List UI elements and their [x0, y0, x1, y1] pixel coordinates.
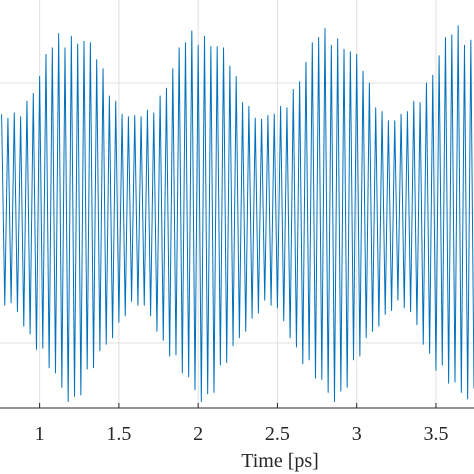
x-tick-label: 2 — [193, 423, 203, 445]
signal-line — [1, 25, 474, 402]
x-tick-label: 1.5 — [106, 423, 131, 445]
x-tick-label: 3 — [352, 423, 362, 445]
x-tick-label: 1 — [35, 423, 45, 445]
x-tick-label: 2.5 — [265, 423, 290, 445]
x-axis-label: Time [ps] — [241, 450, 319, 472]
x-tick-label: 3.5 — [423, 423, 448, 445]
